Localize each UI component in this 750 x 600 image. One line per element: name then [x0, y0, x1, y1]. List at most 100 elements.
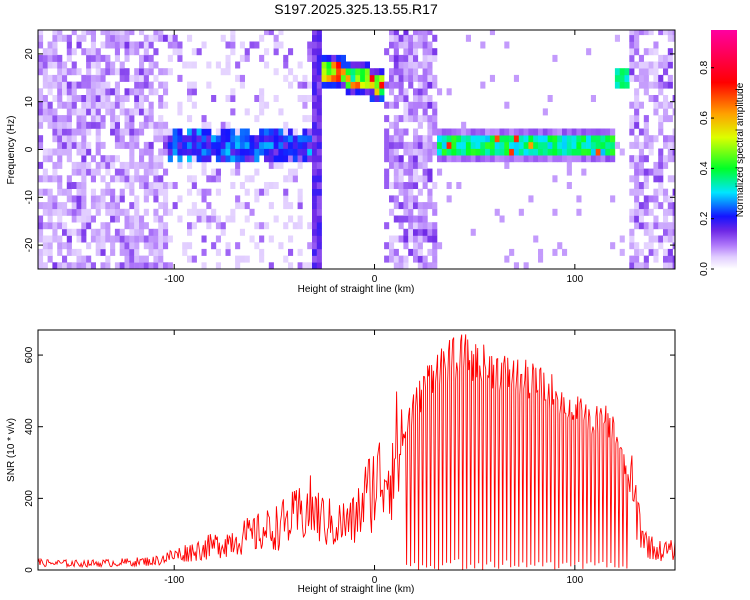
- heatmap-cell: [393, 61, 399, 69]
- heatmap-cell: [215, 188, 221, 196]
- heatmap-cell: [634, 95, 640, 102]
- heatmap-cell: [52, 81, 58, 89]
- heatmap-cell: [643, 88, 649, 96]
- heatmap-cell: [307, 262, 313, 269]
- heatmap-cell: [81, 30, 87, 36]
- heatmap-cell: [408, 141, 414, 149]
- heatmap-cell: [398, 182, 404, 189]
- heatmap-cell: [134, 248, 140, 256]
- heatmap-cell: [672, 255, 675, 263]
- heatmap-cell: [312, 182, 318, 189]
- heatmap-cell: [283, 74, 289, 82]
- heatmap-cell: [114, 155, 120, 163]
- heatmap-cell: [302, 128, 308, 136]
- heatmap-cell: [658, 148, 664, 156]
- heatmap-cell: [278, 41, 284, 49]
- heatmap-cell: [105, 41, 111, 49]
- heatmap-cell: [312, 121, 318, 129]
- heatmap-cell: [105, 188, 111, 196]
- heatmap-cell: [71, 168, 77, 176]
- heatmap-cell: [523, 141, 529, 149]
- heatmap-cell: [148, 188, 154, 196]
- heatmap-cell: [653, 188, 659, 196]
- heatmap-cell: [264, 188, 270, 196]
- heatmap-cell: [268, 141, 274, 149]
- heatmap-cell: [66, 141, 72, 149]
- heatmap-cell: [201, 168, 207, 176]
- heatmap-cell: [451, 155, 457, 163]
- heatmap-cell: [461, 155, 467, 163]
- heatmap-cell: [47, 188, 53, 196]
- heatmap-cell: [191, 141, 197, 149]
- heatmap-cell: [374, 74, 380, 82]
- heatmap-cell: [403, 34, 409, 42]
- heatmap-cell: [499, 135, 505, 143]
- heatmap-cell: [167, 262, 173, 269]
- heatmap-cell: [76, 255, 82, 263]
- heatmap-cell: [114, 68, 120, 76]
- heatmap-cell: [413, 34, 419, 42]
- heatmap-cell: [119, 128, 125, 136]
- heatmap-cell: [312, 128, 318, 136]
- heatmap-cell: [114, 30, 120, 36]
- heatmap-cell: [658, 175, 664, 183]
- heatmap-cell: [259, 255, 265, 263]
- heatmap-cell: [129, 202, 135, 210]
- heatmap-cell: [364, 81, 370, 89]
- heatmap-cell: [158, 235, 164, 243]
- heatmap-cell: [66, 88, 72, 96]
- heatmap-cell: [235, 161, 241, 169]
- heatmap-cell: [643, 175, 649, 183]
- heatmap-cell: [643, 202, 649, 210]
- heatmap-cell: [66, 188, 72, 196]
- heatmap-cell: [552, 128, 558, 136]
- heatmap-cell: [566, 161, 572, 169]
- heatmap-cell: [413, 61, 419, 69]
- heatmap-cell: [513, 141, 519, 149]
- heatmap-cell: [297, 61, 303, 69]
- heatmap-cell: [417, 148, 423, 156]
- heatmap-cell: [398, 81, 404, 89]
- heatmap-cell: [158, 175, 164, 183]
- heatmap-cell: [211, 135, 217, 143]
- heatmap-cell: [76, 168, 82, 176]
- heatmap-cell: [47, 222, 53, 230]
- heatmap-cell: [57, 68, 63, 76]
- heatmap-cell: [288, 48, 294, 56]
- heatmap-cell: [105, 54, 111, 62]
- heatmap-cell: [292, 148, 298, 156]
- heatmap-cell: [398, 141, 404, 149]
- heatmap-cell: [653, 68, 659, 76]
- heatmap-cell: [663, 68, 669, 76]
- heatmap-cell: [316, 34, 322, 42]
- heatmap-cell: [403, 41, 409, 49]
- heatmap-cell: [552, 54, 558, 62]
- colorbar-ticks: 0.00.20.40.60.8: [699, 60, 714, 276]
- heatmap-cell: [163, 88, 169, 96]
- heatmap-cell: [86, 208, 92, 216]
- heatmap-cell: [225, 215, 231, 223]
- heatmap-cell: [278, 141, 284, 149]
- heatmap-cell: [139, 81, 145, 89]
- heatmap-cell: [76, 182, 82, 189]
- heatmap-cell: [456, 148, 462, 156]
- heatmap-cell: [81, 255, 87, 263]
- heatmap-cell: [605, 148, 611, 156]
- heatmap-cell: [177, 141, 183, 149]
- heatmap-cell: [446, 182, 452, 189]
- heatmap-cell: [528, 128, 534, 136]
- heatmap-cell: [220, 121, 226, 129]
- heatmap-cell: [331, 54, 337, 62]
- heatmap-cell: [206, 128, 212, 136]
- heatmap-cell: [316, 128, 322, 136]
- heatmap-cell: [90, 262, 96, 269]
- heatmap-cell: [566, 155, 572, 163]
- heatmap-cell: [389, 141, 395, 149]
- heatmap-cell: [90, 168, 96, 176]
- heatmap-cell: [297, 81, 303, 89]
- heatmap-cell: [292, 155, 298, 163]
- heatmap-cell: [288, 155, 294, 163]
- heatmap-cell: [273, 95, 279, 102]
- heatmap-cell: [461, 135, 467, 143]
- heatmap-cell: [254, 168, 260, 176]
